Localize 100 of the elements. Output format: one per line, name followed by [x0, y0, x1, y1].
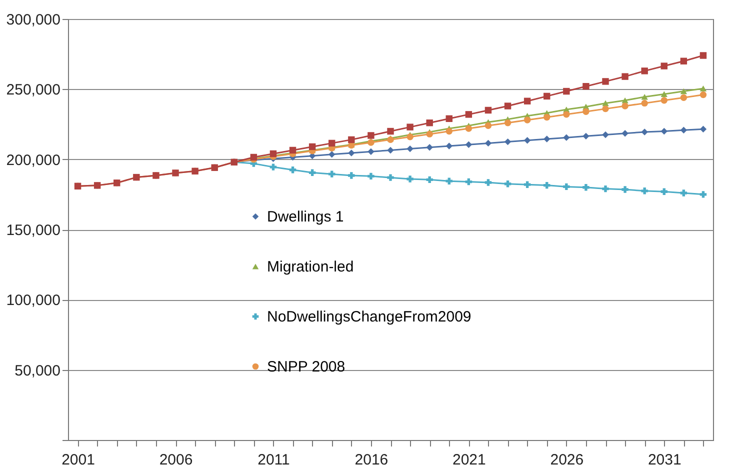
point	[368, 148, 374, 155]
point	[641, 188, 648, 194]
point	[660, 97, 668, 104]
point	[582, 108, 590, 115]
point	[406, 176, 414, 182]
point	[660, 128, 668, 135]
point	[484, 106, 492, 114]
point	[348, 150, 355, 156]
y-tick-label: 200,000	[6, 152, 60, 169]
point	[582, 184, 590, 191]
point	[582, 83, 590, 90]
point	[308, 169, 316, 176]
point	[328, 140, 336, 147]
point	[680, 94, 688, 101]
point	[524, 137, 531, 144]
point	[582, 132, 590, 140]
point	[368, 172, 374, 180]
point	[622, 186, 628, 193]
x-tick-label: 2026	[550, 452, 584, 468]
x-tick-label: 2011	[258, 452, 290, 468]
x-tick-label: 2006	[159, 452, 193, 468]
point	[680, 190, 688, 196]
point	[426, 119, 433, 126]
point	[602, 185, 609, 192]
point	[680, 88, 688, 94]
point	[484, 122, 492, 129]
point	[328, 170, 336, 178]
point	[660, 188, 668, 195]
point	[387, 174, 394, 181]
point	[270, 150, 277, 158]
x-tick-label: 2021	[452, 452, 486, 468]
point	[446, 178, 452, 184]
point	[563, 134, 570, 141]
point	[504, 138, 512, 146]
point	[368, 132, 374, 139]
point	[563, 111, 570, 118]
point	[406, 124, 414, 130]
point	[524, 116, 531, 124]
point	[622, 102, 628, 110]
point	[660, 62, 668, 70]
point	[504, 102, 512, 110]
point	[602, 131, 609, 138]
point	[328, 151, 336, 158]
legend-label: SNPP 2008	[267, 358, 346, 376]
y-tick-label: 100,000	[6, 292, 60, 310]
point	[406, 145, 414, 152]
point	[426, 130, 433, 138]
point	[544, 92, 550, 100]
y-tick-label: 300,000	[6, 12, 60, 28]
point	[446, 128, 452, 135]
point	[484, 140, 492, 147]
point	[446, 115, 452, 122]
point	[700, 91, 707, 98]
y-tick-label: 250,000	[6, 82, 60, 99]
point	[484, 179, 492, 186]
point	[270, 164, 277, 170]
point	[465, 178, 472, 186]
point	[524, 98, 531, 104]
legend-label: NoDwellingsChangeFrom2009	[267, 308, 472, 326]
point	[446, 142, 452, 150]
x-tick-label: 2001	[62, 452, 95, 468]
point	[700, 52, 707, 59]
point	[289, 166, 296, 174]
point	[563, 88, 570, 95]
point	[544, 114, 550, 121]
point	[308, 143, 316, 150]
point	[406, 134, 414, 140]
point	[622, 73, 628, 80]
point	[622, 130, 628, 137]
y-tick-label: 150,000	[6, 222, 60, 239]
point	[465, 111, 472, 118]
point	[602, 78, 609, 85]
point	[387, 146, 394, 154]
point	[622, 97, 628, 104]
point	[504, 120, 512, 126]
point	[660, 91, 668, 97]
point	[641, 94, 648, 100]
point	[387, 128, 394, 135]
x-tick-label: 2031	[648, 452, 682, 468]
point	[348, 136, 355, 144]
point	[602, 105, 609, 112]
point	[641, 100, 648, 107]
point	[641, 68, 648, 74]
point	[700, 86, 707, 92]
point	[426, 144, 433, 151]
point	[426, 176, 433, 184]
point	[465, 125, 472, 132]
point	[504, 180, 512, 188]
point	[289, 146, 296, 154]
legend-label: Dwellings 1	[267, 208, 344, 226]
point	[465, 141, 472, 148]
point	[348, 172, 355, 179]
point	[563, 183, 570, 190]
point	[641, 128, 648, 136]
point	[602, 100, 609, 106]
legend-label: Migration-led	[267, 258, 354, 276]
y-tick-label: 50,000	[14, 362, 60, 380]
point	[524, 181, 531, 188]
point	[680, 126, 688, 134]
point	[544, 136, 550, 142]
